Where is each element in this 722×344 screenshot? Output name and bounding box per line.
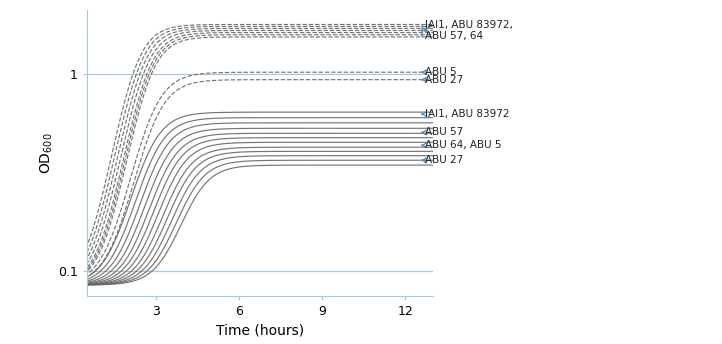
Text: ABU 27: ABU 27 (422, 75, 464, 85)
Text: ABU 57: ABU 57 (422, 127, 464, 138)
Text: IAI1, ABU 83972: IAI1, ABU 83972 (422, 109, 510, 119)
Y-axis label: OD$_{600}$: OD$_{600}$ (38, 132, 55, 174)
X-axis label: Time (hours): Time (hours) (216, 323, 304, 337)
Text: ABU 5: ABU 5 (422, 67, 457, 77)
Text: ABU 27: ABU 27 (422, 155, 464, 165)
Text: IAI1, ABU 83972,
ABU 57, 64: IAI1, ABU 83972, ABU 57, 64 (422, 20, 513, 41)
Text: ABU 64, ABU 5: ABU 64, ABU 5 (422, 140, 502, 150)
